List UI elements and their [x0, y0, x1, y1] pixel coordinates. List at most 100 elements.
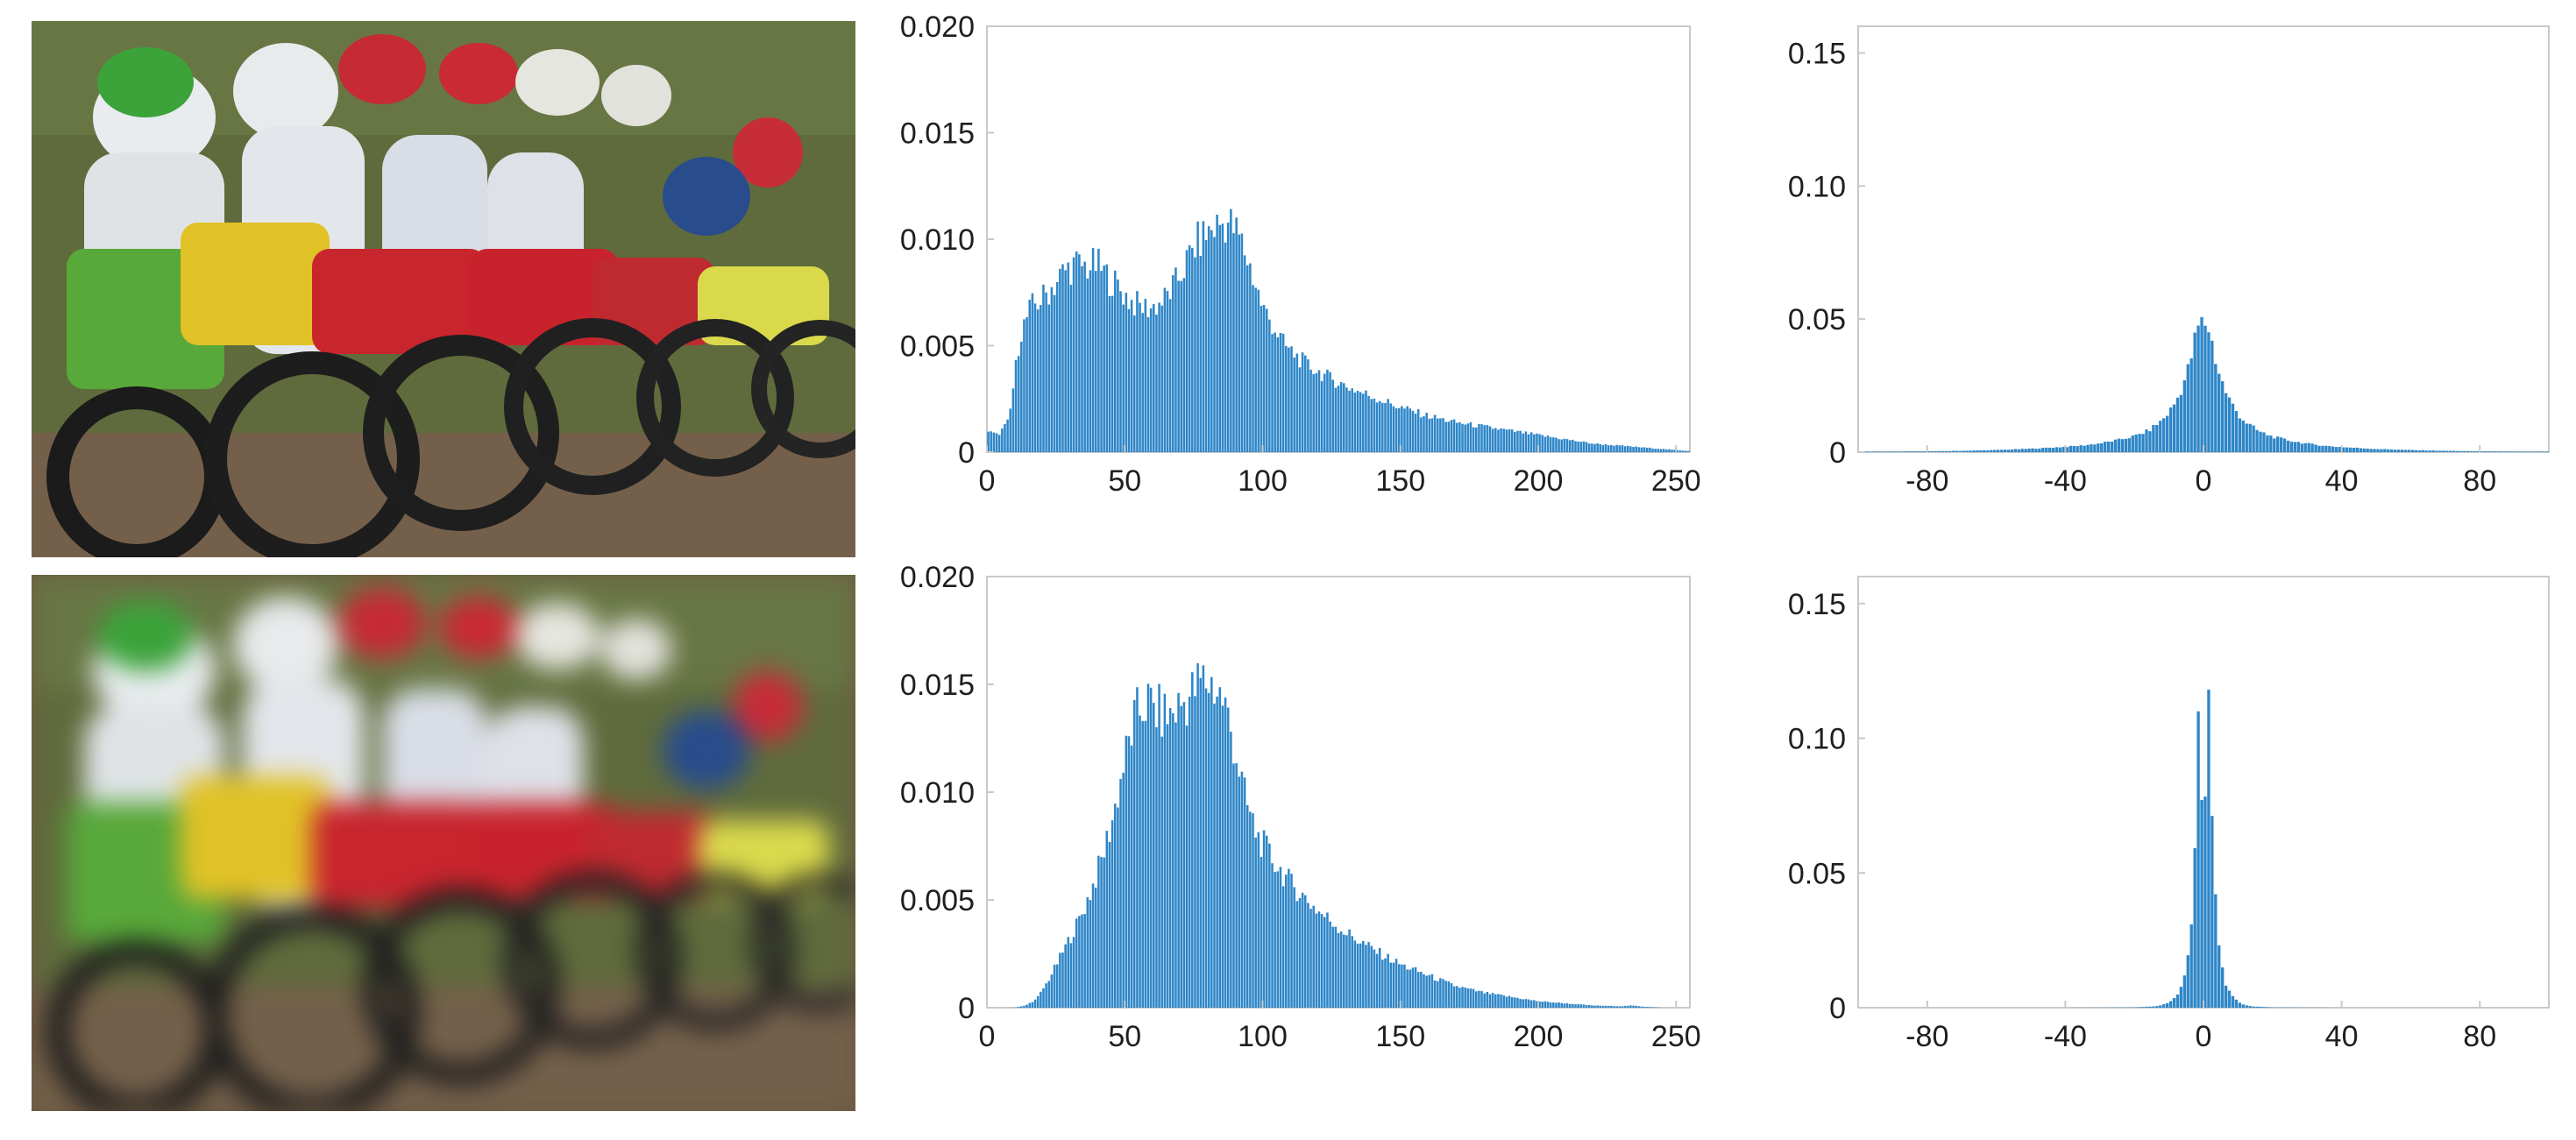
- histogram-bar: [2186, 955, 2189, 1008]
- histogram-bar: [1488, 426, 1492, 452]
- histogram-bar: [2093, 444, 2097, 452]
- histogram-bar: [992, 432, 996, 452]
- histogram-bar: [1125, 293, 1128, 452]
- histogram-bar: [1064, 944, 1067, 1008]
- histogram-bar: [1599, 1005, 1602, 1008]
- histogram-svg: 0 0.05 0.10 0.15 -80 -40 0 40 80: [1788, 576, 2550, 1053]
- histogram-bar: [1288, 868, 1290, 1008]
- histogram-bar: [2189, 358, 2193, 452]
- y-tick-label: 0.10: [1788, 723, 1846, 756]
- histogram-bar: [1323, 373, 1326, 452]
- histogram-bar: [1618, 1006, 1622, 1008]
- histogram-bar: [1591, 1005, 1593, 1008]
- histogram-bar: [2148, 1006, 2152, 1008]
- x-tick-label: 80: [2463, 1020, 2496, 1053]
- histogram-bar: [2310, 443, 2314, 452]
- histogram-bar: [1091, 883, 1095, 1008]
- histogram-bar: [1160, 305, 1163, 452]
- histogram-bar: [2403, 450, 2408, 452]
- histogram-bar: [2234, 999, 2239, 1008]
- histogram-bar: [1541, 435, 1544, 452]
- histogram-bar: [1416, 408, 1420, 452]
- histogram-bar: [1210, 676, 1213, 1008]
- histogram-bar: [1491, 993, 1494, 1008]
- histogram-bar: [2255, 429, 2259, 452]
- histogram-bar: [2221, 967, 2225, 1008]
- histogram-bar: [1072, 257, 1075, 452]
- plot-frame: [1857, 25, 2550, 453]
- histogram-bar: [1036, 309, 1040, 452]
- sharp-photo-drawing: [32, 21, 855, 557]
- histogram-bar: [1375, 953, 1379, 1008]
- histogram-bar: [1158, 683, 1160, 1008]
- histogram-bar: [1486, 992, 1489, 1008]
- histogram-bar: [1604, 1005, 1607, 1008]
- histogram-bar: [1245, 265, 1249, 452]
- histogram-bar: [1572, 439, 1574, 452]
- x-tick-label: 80: [2463, 464, 2496, 498]
- histogram-bar: [1168, 707, 1172, 1008]
- histogram-bar: [1613, 1006, 1615, 1008]
- histogram-bar: [1216, 214, 1218, 453]
- histogram-bar: [1207, 692, 1210, 1008]
- histogram-bar: [2376, 449, 2380, 452]
- histogram-bar: [1174, 267, 1177, 452]
- histogram-bar: [1442, 418, 1444, 452]
- histogram-bar: [1865, 451, 1869, 452]
- histogram-bar: [1067, 937, 1070, 1008]
- histogram-bar: [2531, 451, 2535, 452]
- histogram-bar: [1381, 959, 1384, 1008]
- histogram-bar: [1558, 439, 1560, 452]
- histogram-bar: [1623, 1005, 1627, 1008]
- histogram-bar: [1295, 353, 1299, 452]
- histogram-bar: [1910, 451, 1913, 452]
- histogram-bar: [1317, 911, 1321, 1008]
- histogram-bar: [2069, 445, 2072, 452]
- histogram-bar: [2266, 1007, 2269, 1008]
- x-tick-label: 150: [1375, 464, 1425, 498]
- histogram-bar: [1450, 983, 1453, 1008]
- histogram-bar: [1472, 427, 1475, 452]
- histogram-bar: [1965, 450, 1969, 452]
- histogram-bar: [2510, 451, 2515, 452]
- histogram-bar: [2476, 451, 2480, 452]
- y-tick-label: 0.015: [900, 117, 975, 151]
- histogram-bar: [1353, 940, 1357, 1008]
- histogram-bar: [1232, 233, 1235, 452]
- histogram-bar: [1180, 705, 1183, 1008]
- histogram-bar: [1276, 871, 1280, 1008]
- histogram-bar: [2238, 1002, 2242, 1008]
- histogram-bar: [1607, 445, 1610, 452]
- histogram-bar: [1017, 356, 1020, 452]
- histogram-bar: [1574, 1004, 1577, 1008]
- histogram-bar: [2504, 451, 2508, 452]
- histogram-bar: [2152, 425, 2155, 452]
- histogram-bar: [1601, 444, 1605, 452]
- x-tick-label: 50: [1108, 464, 1141, 498]
- histogram-bar: [2400, 450, 2404, 452]
- histogram-bar: [2296, 442, 2301, 452]
- histogram-bar: [1505, 429, 1508, 452]
- histogram-bar: [1587, 443, 1591, 452]
- histogram-bar: [1202, 665, 1205, 1008]
- histogram-bar: [1990, 450, 1993, 452]
- histogram-bar: [1406, 969, 1409, 1008]
- histogram-bar: [1516, 430, 1519, 452]
- histogram-bar: [1885, 451, 1890, 452]
- histogram-bar: [1111, 295, 1114, 452]
- histogram-bar: [2303, 443, 2307, 452]
- histogram-bar: [1303, 355, 1307, 452]
- histogram-bar: [2193, 847, 2196, 1008]
- histogram-bar: [2345, 447, 2349, 452]
- histogram-bar: [1257, 832, 1260, 1008]
- histogram-bar: [1401, 964, 1403, 1008]
- histogram-bar: [1546, 435, 1550, 452]
- histogram-bar: [1028, 300, 1032, 452]
- histogram-bar: [1869, 451, 1872, 452]
- histogram-bar: [1130, 300, 1133, 452]
- histogram-bar: [1579, 1004, 1583, 1008]
- histogram-bar: [1218, 224, 1222, 452]
- histogram-bar: [1265, 308, 1268, 452]
- histogram-bar: [1144, 299, 1147, 452]
- histogram-bar: [1632, 1005, 1635, 1008]
